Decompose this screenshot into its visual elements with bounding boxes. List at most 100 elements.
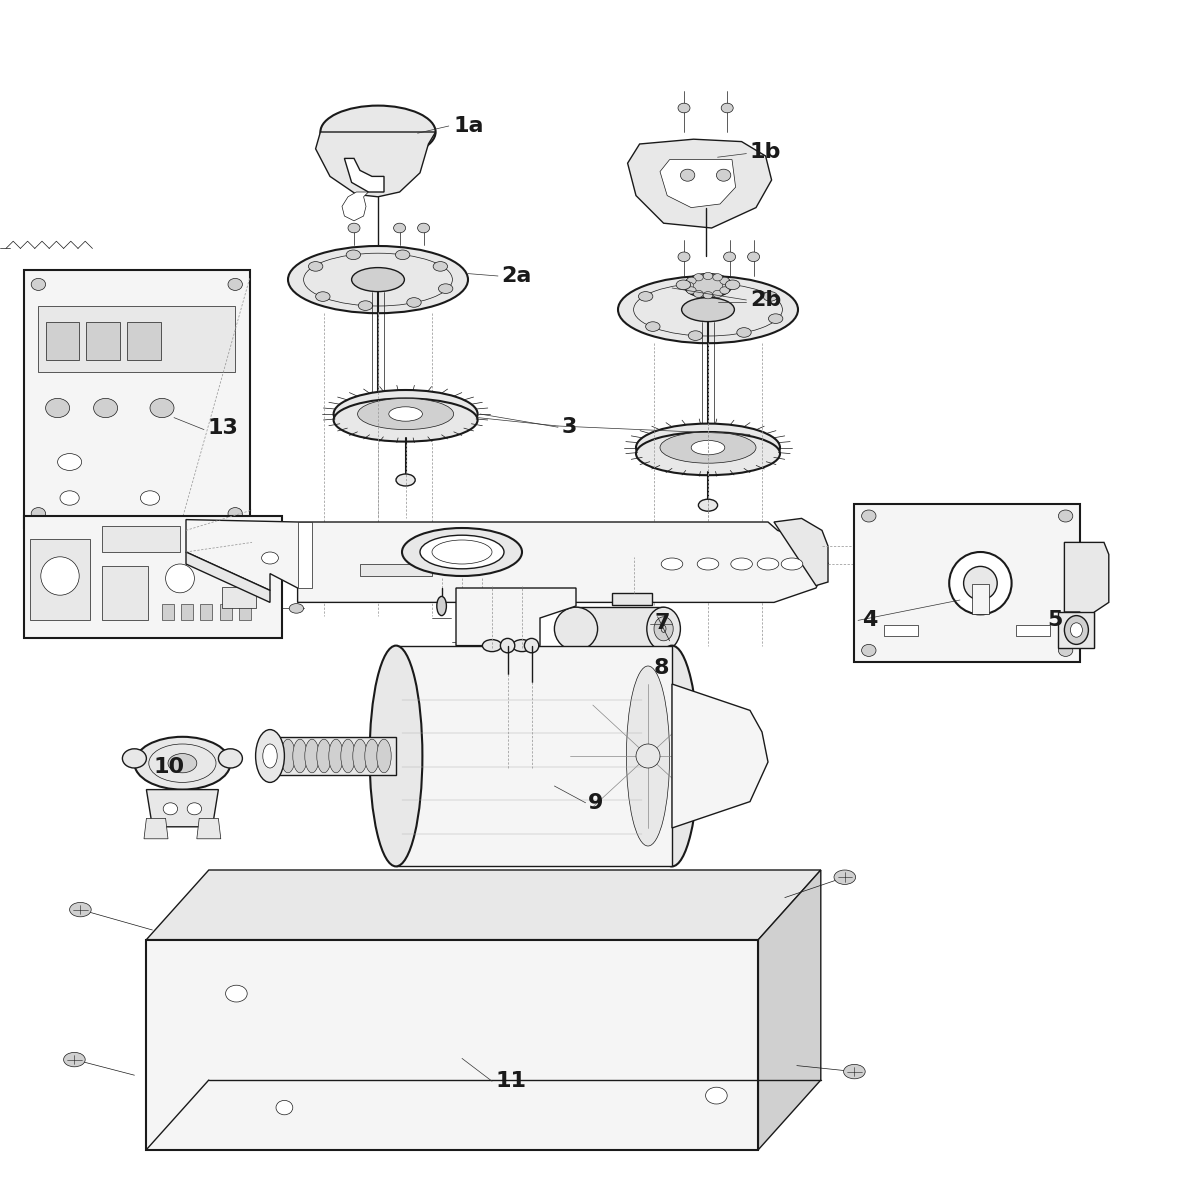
Bar (24, 270, 250, 528)
Ellipse shape (263, 744, 277, 768)
Ellipse shape (713, 290, 722, 298)
Ellipse shape (721, 103, 733, 113)
Ellipse shape (682, 298, 734, 322)
Bar (46, 322, 79, 360)
Bar (360, 564, 432, 576)
Ellipse shape (389, 407, 422, 421)
Ellipse shape (844, 1064, 865, 1079)
Text: 11: 11 (496, 1072, 527, 1091)
Ellipse shape (636, 432, 780, 475)
Polygon shape (342, 192, 368, 221)
Text: 8: 8 (654, 659, 670, 678)
Ellipse shape (703, 272, 713, 280)
Ellipse shape (228, 508, 242, 520)
Polygon shape (146, 870, 821, 940)
Text: 4: 4 (862, 611, 877, 630)
Ellipse shape (737, 328, 751, 337)
Ellipse shape (64, 1052, 85, 1067)
Ellipse shape (418, 223, 430, 233)
Polygon shape (316, 132, 436, 197)
Ellipse shape (862, 644, 876, 656)
Ellipse shape (394, 223, 406, 233)
Ellipse shape (41, 557, 79, 595)
Ellipse shape (262, 552, 278, 564)
Ellipse shape (348, 223, 360, 233)
Ellipse shape (228, 278, 242, 290)
Ellipse shape (166, 564, 194, 593)
Bar (102, 566, 148, 620)
Bar (162, 604, 174, 620)
Ellipse shape (402, 528, 522, 576)
Ellipse shape (706, 1087, 727, 1104)
Ellipse shape (720, 277, 730, 284)
Polygon shape (628, 139, 772, 228)
Ellipse shape (365, 739, 379, 773)
Ellipse shape (724, 252, 736, 262)
Ellipse shape (457, 620, 467, 640)
Ellipse shape (686, 277, 696, 284)
Ellipse shape (618, 276, 798, 343)
Ellipse shape (660, 432, 756, 463)
Ellipse shape (438, 284, 452, 294)
Polygon shape (186, 520, 828, 602)
Polygon shape (576, 607, 664, 650)
Polygon shape (612, 593, 652, 605)
Bar (38, 306, 235, 372)
Polygon shape (758, 870, 821, 1150)
Ellipse shape (1058, 644, 1073, 656)
Bar (24, 516, 282, 638)
Ellipse shape (149, 744, 216, 782)
Bar (298, 522, 312, 588)
Ellipse shape (281, 739, 295, 773)
Polygon shape (774, 518, 828, 586)
Text: 13: 13 (208, 419, 239, 438)
Bar (854, 504, 1080, 662)
Ellipse shape (370, 646, 422, 866)
Bar (972, 584, 989, 614)
Ellipse shape (407, 298, 421, 307)
Ellipse shape (163, 803, 178, 815)
Bar (102, 526, 180, 552)
Ellipse shape (654, 617, 673, 641)
Ellipse shape (396, 250, 410, 259)
Ellipse shape (524, 638, 539, 653)
Ellipse shape (218, 749, 242, 768)
Text: 2b: 2b (750, 290, 781, 310)
Polygon shape (456, 588, 576, 646)
Text: 7: 7 (654, 613, 670, 632)
Ellipse shape (661, 558, 683, 570)
Polygon shape (344, 158, 384, 192)
Polygon shape (1064, 542, 1109, 648)
Ellipse shape (352, 268, 404, 292)
Text: 5: 5 (1048, 611, 1063, 630)
Ellipse shape (661, 625, 666, 632)
Bar (146, 940, 758, 1150)
Ellipse shape (304, 253, 452, 306)
Ellipse shape (731, 558, 752, 570)
Ellipse shape (636, 744, 660, 768)
Ellipse shape (60, 491, 79, 505)
Ellipse shape (433, 262, 448, 271)
Polygon shape (396, 646, 672, 866)
Ellipse shape (1070, 623, 1082, 637)
Ellipse shape (58, 454, 82, 470)
Ellipse shape (713, 274, 722, 281)
Ellipse shape (168, 754, 197, 773)
Ellipse shape (689, 331, 703, 341)
Ellipse shape (512, 640, 532, 652)
Ellipse shape (46, 398, 70, 418)
Ellipse shape (293, 739, 307, 773)
Bar (222, 587, 256, 608)
Ellipse shape (686, 287, 696, 294)
Polygon shape (619, 658, 664, 703)
Ellipse shape (1064, 616, 1088, 644)
Ellipse shape (31, 508, 46, 520)
Ellipse shape (289, 604, 304, 613)
Ellipse shape (317, 739, 331, 773)
Ellipse shape (646, 322, 660, 331)
Ellipse shape (346, 250, 360, 259)
Bar (884, 625, 918, 636)
Ellipse shape (396, 474, 415, 486)
Ellipse shape (634, 283, 782, 336)
Text: 2a: 2a (502, 266, 532, 286)
